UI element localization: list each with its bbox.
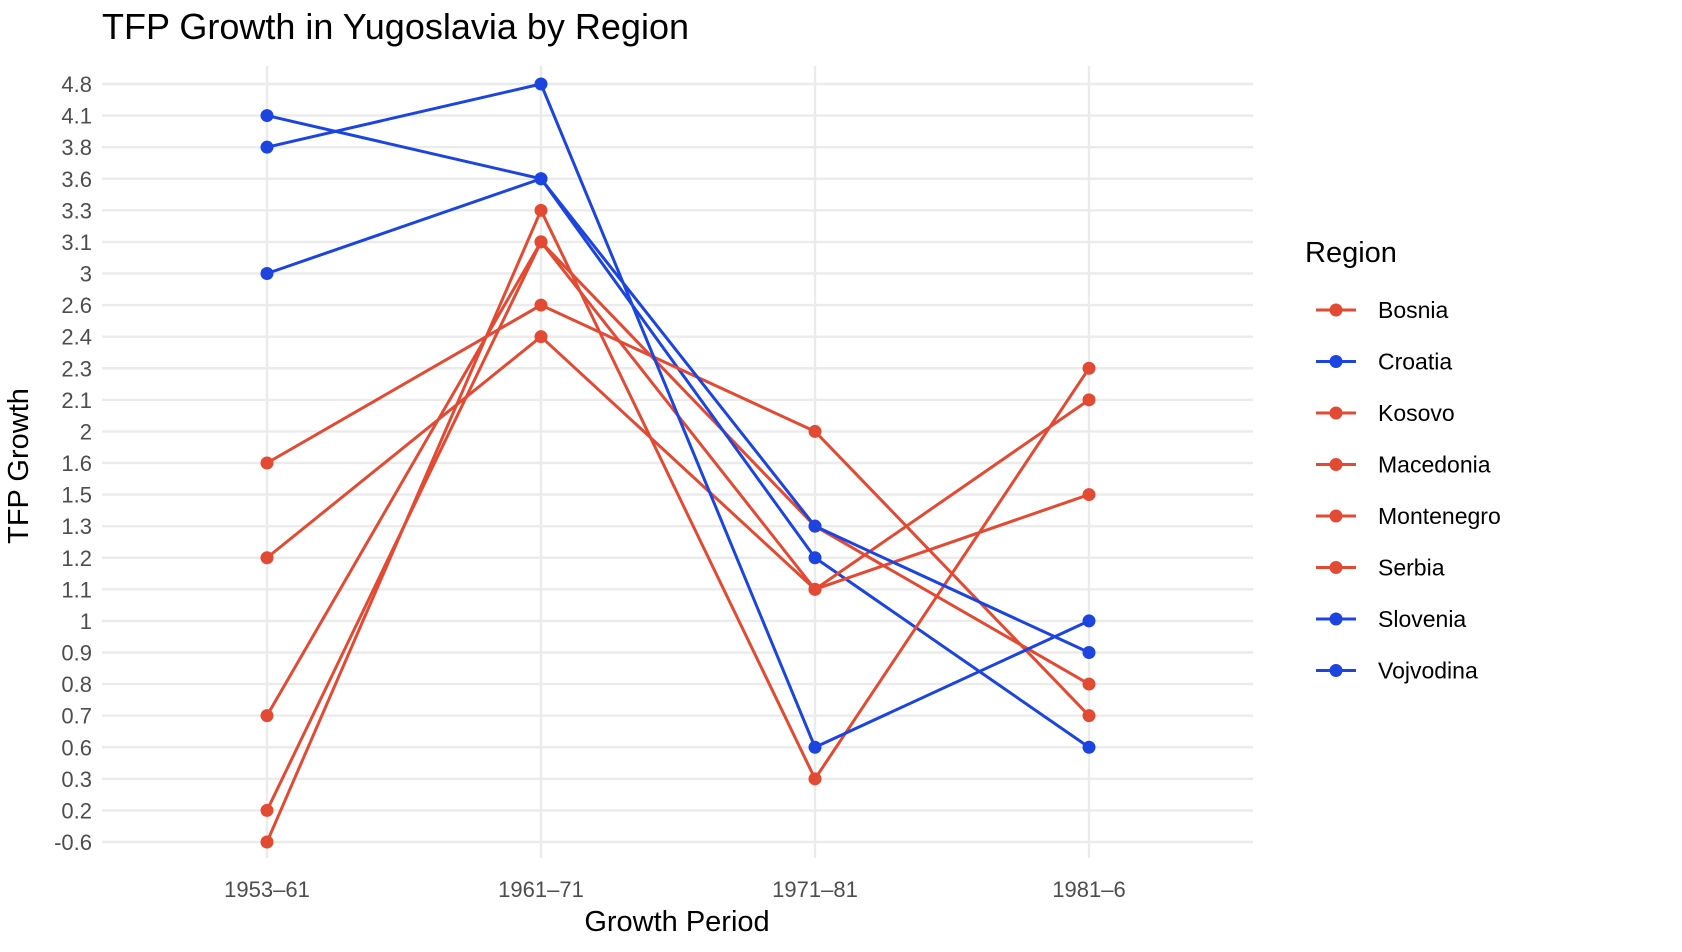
y-tick-label: -0.6 xyxy=(54,830,92,855)
y-axis-title: TFP Growth xyxy=(3,388,35,544)
legend-label: Macedonia xyxy=(1378,452,1491,478)
y-tick-label: 1.5 xyxy=(61,483,92,508)
legend-item-macedonia: Macedonia xyxy=(1316,452,1491,478)
data-point-bosnia xyxy=(260,803,274,817)
y-tick-label: 1.2 xyxy=(61,546,92,571)
data-point-serbia xyxy=(1082,709,1096,723)
legend-key-point xyxy=(1329,509,1343,523)
x-axis-ticks: 1953–61 1961–71 1971–81 1981–6 xyxy=(224,877,1126,902)
series-points xyxy=(260,77,1096,849)
legend-key-point xyxy=(1329,561,1343,574)
series-line-serbia xyxy=(265,303,1091,718)
y-tick-label: 2.3 xyxy=(61,356,92,381)
y-tick-label: 1 xyxy=(80,609,92,634)
legend-title: Region xyxy=(1305,237,1397,269)
y-tick-label: 1.6 xyxy=(61,451,92,476)
data-point-vojvodina xyxy=(1082,646,1096,659)
data-point-bosnia xyxy=(1082,677,1096,691)
series-line-vojvodina xyxy=(265,177,1091,654)
data-point-vojvodina xyxy=(534,172,548,186)
data-point-macedonia xyxy=(1082,393,1096,407)
legend-key-point xyxy=(1329,612,1343,626)
data-point-slovenia xyxy=(260,140,274,154)
y-tick-label: 3.8 xyxy=(61,135,92,160)
y-tick-label: 2.4 xyxy=(61,325,92,350)
legend-item-serbia: Serbia xyxy=(1316,555,1445,581)
legend-item-vojvodina: Vojvodina xyxy=(1316,658,1478,684)
y-tick-label: 0.3 xyxy=(61,767,92,792)
x-tick-label: 1971–81 xyxy=(772,877,858,902)
chart-title: TFP Growth in Yugoslavia by Region xyxy=(102,6,689,47)
legend-label: Kosovo xyxy=(1378,400,1455,426)
legend-label: Bosnia xyxy=(1378,297,1449,323)
legend-item-montenegro: Montenegro xyxy=(1316,503,1501,529)
x-tick-label: 1981–6 xyxy=(1052,877,1125,902)
legend-label: Montenegro xyxy=(1378,503,1501,529)
series-line-macedonia xyxy=(265,240,1091,718)
y-tick-label: 0.9 xyxy=(61,641,92,666)
data-point-croatia xyxy=(260,109,274,123)
legend-key-point xyxy=(1329,664,1343,677)
legend-item-croatia: Croatia xyxy=(1316,349,1452,375)
legend-items: Bosnia Croatia Kosovo Macedonia Montenegro Se… xyxy=(1316,297,1501,684)
data-point-serbia xyxy=(260,456,274,470)
data-point-kosovo xyxy=(808,772,822,786)
data-point-slovenia xyxy=(534,77,548,91)
y-tick-label: 2.1 xyxy=(61,388,92,413)
data-point-kosovo xyxy=(260,835,274,849)
data-point-slovenia xyxy=(1082,614,1096,628)
y-tick-label: 3.6 xyxy=(61,167,92,192)
legend-item-slovenia: Slovenia xyxy=(1316,606,1466,632)
data-point-croatia xyxy=(808,551,822,565)
data-point-vojvodina xyxy=(808,519,822,533)
data-point-montenegro xyxy=(808,582,822,596)
y-tick-label: 1.3 xyxy=(61,514,92,539)
y-axis-ticks: -0.6 0.2 0.3 0.6 0.7 0.8 0.9 1 1.1 1.2 1.3 1.5 1.6 2 2… xyxy=(54,72,92,855)
series-line-slovenia xyxy=(265,82,1091,749)
data-point-slovenia xyxy=(808,740,822,754)
legend-key-point xyxy=(1329,406,1343,420)
data-point-macedonia xyxy=(534,235,548,249)
data-point-kosovo xyxy=(1082,361,1096,375)
y-tick-label: 4.1 xyxy=(61,104,92,129)
data-point-montenegro xyxy=(260,551,274,565)
data-point-vojvodina xyxy=(260,267,274,280)
legend-key-point xyxy=(1329,355,1343,368)
legend-key-point xyxy=(1329,303,1343,317)
y-tick-label: 2 xyxy=(80,419,92,444)
data-point-serbia xyxy=(534,298,548,312)
x-tick-label: 1953–61 xyxy=(224,877,310,902)
y-tick-label: 4.8 xyxy=(61,72,92,97)
legend-label: Vojvodina xyxy=(1378,658,1478,684)
legend-key-point xyxy=(1329,458,1343,471)
legend-item-kosovo: Kosovo xyxy=(1316,400,1455,426)
legend: Region Bosnia Croatia Kosovo Macedonia Monte… xyxy=(1305,237,1501,684)
data-point-montenegro xyxy=(1082,488,1096,502)
y-tick-label: 3.3 xyxy=(61,198,92,223)
series-lines xyxy=(265,82,1091,844)
data-point-croatia xyxy=(1082,740,1096,754)
legend-label: Serbia xyxy=(1378,555,1445,581)
y-tick-label: 0.6 xyxy=(61,735,92,760)
y-tick-label: 0.2 xyxy=(61,798,92,823)
legend-item-bosnia: Bosnia xyxy=(1316,297,1449,323)
x-axis-title: Growth Period xyxy=(584,906,769,938)
x-tick-label: 1961–71 xyxy=(498,877,584,902)
series-line-montenegro xyxy=(265,335,1091,591)
legend-label: Croatia xyxy=(1378,349,1452,375)
y-tick-label: 1.1 xyxy=(61,577,92,602)
y-tick-label: 3.1 xyxy=(61,230,92,255)
y-tick-label: 0.8 xyxy=(61,672,92,697)
data-point-macedonia xyxy=(260,709,274,723)
y-tick-label: 2.6 xyxy=(61,293,92,318)
y-tick-label: 0.7 xyxy=(61,704,92,729)
data-point-serbia xyxy=(808,424,822,438)
data-point-kosovo xyxy=(534,203,548,217)
data-point-montenegro xyxy=(534,330,548,344)
y-tick-label: 3 xyxy=(80,262,92,287)
legend-label: Slovenia xyxy=(1378,606,1466,632)
